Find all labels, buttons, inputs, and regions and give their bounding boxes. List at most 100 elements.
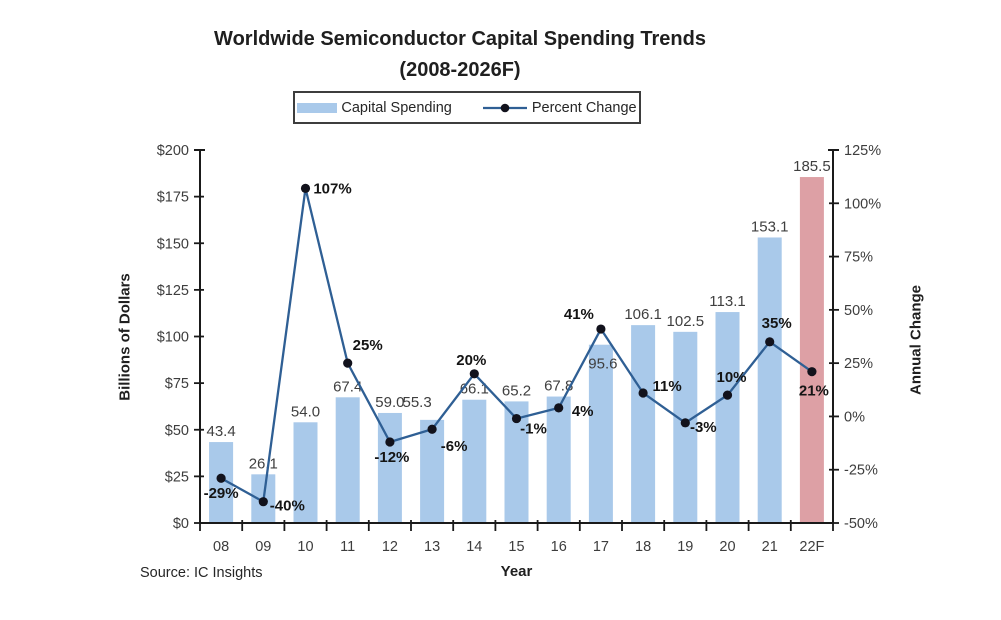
x-tick-label-14: 14: [466, 539, 482, 555]
x-tick-label-22F: 22F: [799, 539, 824, 555]
right-tick-label: -50%: [844, 516, 878, 532]
percent-label: 25%: [353, 337, 383, 354]
left-tick-label: $0: [173, 516, 189, 532]
line-marker: [722, 390, 733, 400]
bars-group: [209, 177, 824, 524]
left-tick-label: $50: [165, 423, 189, 439]
bar-10: [293, 422, 318, 523]
line-marker: [680, 418, 690, 428]
percent-label: -1%: [520, 421, 547, 438]
line-marker: [511, 413, 522, 424]
percent-label: -29%: [204, 485, 239, 502]
chart-legend: Capital Spending Percent Change: [293, 91, 641, 124]
x-tick-label-19: 19: [677, 539, 693, 555]
plot-area: 43.426.154.067.459.055.366.1 65.2 67.895.6…: [157, 143, 881, 555]
left-tick-label: $100: [157, 330, 189, 346]
right-tick-label: 50%: [844, 303, 873, 319]
left-tick-label: $25: [165, 469, 189, 485]
percent-label: 4%: [572, 403, 594, 420]
bar-11: [335, 397, 360, 523]
x-axis-tick-labels: 08 09 10 11 12 13 14 15 16 17 18 19 20 21 22F: [213, 539, 824, 555]
line-marker: [765, 337, 775, 347]
bar-value-label: 113.1: [709, 293, 745, 310]
percent-label: -3%: [690, 419, 717, 436]
percent-label: -12%: [374, 449, 409, 466]
bar-22F: [799, 177, 824, 524]
bar-20: [715, 312, 740, 523]
chart-title-line1: Worldwide Semiconductor Capital Spending…: [214, 28, 706, 50]
bar-value-label: 102.5: [667, 313, 705, 330]
percent-label: 10%: [716, 369, 746, 386]
line-marker: [343, 358, 353, 368]
x-tick-label-13: 13: [424, 539, 440, 555]
left-axis-ticks: [194, 149, 204, 524]
x-tick-label-11: 11: [340, 539, 355, 555]
bar-value-label: 26.1: [249, 455, 278, 472]
right-tick-label: 75%: [844, 250, 873, 266]
bar-value-label: 55.3: [402, 394, 431, 411]
bar-value-label: 54.0: [291, 403, 320, 420]
x-tick-label-20: 20: [719, 539, 735, 555]
left-tick-label: $150: [157, 236, 189, 252]
percent-label: -40%: [270, 498, 305, 515]
x-tick-label-08: 08: [213, 539, 229, 555]
percent-label: 35%: [762, 315, 792, 332]
right-axis-ticks: [829, 149, 839, 524]
bar-17: [588, 344, 613, 523]
right-tick-label: 100%: [844, 196, 881, 212]
bar-14: [462, 399, 487, 523]
bar-value-label: 185.5: [793, 158, 831, 175]
chart-title: Worldwide Semiconductor Capital Spending…: [0, 24, 920, 86]
right-tick-label: 25%: [844, 356, 873, 372]
x-axis-ticks: [199, 520, 834, 531]
left-tick-label: $75: [165, 376, 189, 392]
bar-value-label: 67.4: [333, 378, 362, 395]
x-tick-label-12: 12: [382, 539, 398, 555]
legend-label-percent-change: Percent Change: [531, 99, 637, 116]
bar-18: [631, 325, 656, 523]
line-marker: [638, 388, 648, 398]
line-marker-swatch-icon: [482, 102, 528, 114]
source-note: Source: IC Insights: [140, 565, 263, 581]
legend-label-capital-spending: Capital Spending: [341, 99, 452, 116]
line-marker: [554, 403, 564, 413]
percent-label: 21%: [799, 383, 829, 400]
legend-item-capital-spending: Capital Spending: [297, 99, 452, 116]
x-tick-label-21: 21: [762, 539, 778, 555]
bar-21: [757, 237, 782, 523]
right-tick-label: 0%: [844, 409, 865, 425]
bar-value-label: 67.8: [544, 378, 573, 395]
bar-value-label: 43.4: [206, 423, 235, 440]
bar-13: [420, 419, 445, 523]
x-tick-label-16: 16: [551, 539, 567, 555]
right-axis-tick-labels: -50% -25% 0% 25% 50% 75% 100% 125%: [844, 143, 881, 532]
bar-value-label: 153.1: [751, 218, 789, 235]
line-marker: [300, 183, 311, 193]
left-tick-label: $125: [157, 283, 189, 299]
x-tick-label-18: 18: [635, 539, 651, 555]
x-tick-label-17: 17: [593, 539, 609, 555]
bar-16: [546, 396, 571, 523]
left-tick-label: $200: [157, 143, 189, 159]
bar-value-label: 95.6: [588, 356, 617, 373]
left-tick-label: $175: [157, 190, 189, 206]
percent-label: 41%: [564, 306, 594, 323]
x-axis-title: Year: [500, 563, 533, 580]
bar-value-label: 59.0: [375, 394, 404, 411]
percent-label: -6%: [441, 438, 468, 455]
percent-label: 20%: [456, 352, 486, 369]
bar-value-label: 106.1: [624, 306, 662, 323]
legend-item-percent-change: Percent Change: [482, 100, 637, 116]
line-marker: [469, 369, 479, 379]
right-tick-label: 125%: [844, 143, 881, 159]
line-markers: [216, 183, 817, 507]
left-axis-tick-labels: $0 $25 $50 $75 $100 $125 $150 $175 $200: [157, 143, 189, 532]
percent-labels: -29% -40% 107% 25% -12% -6% 20% -1% 4% 41% 11% -3% 1…: [204, 180, 829, 514]
x-tick-label-15: 15: [508, 539, 524, 555]
line-marker: [216, 473, 226, 483]
line-marker: [596, 324, 606, 334]
right-tick-label: -25%: [844, 463, 878, 479]
line-marker: [258, 497, 268, 507]
line-marker: [427, 424, 437, 434]
